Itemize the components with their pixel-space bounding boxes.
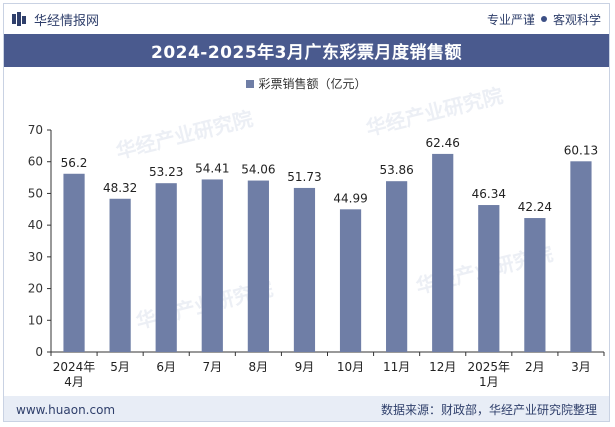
bar-value-label: 51.73 <box>287 170 321 184</box>
website-link[interactable]: www.huaon.com <box>16 402 116 417</box>
y-tick-label: 70 <box>28 123 43 137</box>
data-source: 数据来源：财政部，华经产业研究院整理 <box>380 403 597 417</box>
bar-value-label: 46.34 <box>472 187 506 201</box>
x-tick-label: 2024年 <box>53 360 96 374</box>
bar-value-label: 42.24 <box>518 200 552 214</box>
bar <box>524 218 546 352</box>
logo-icon <box>12 12 26 26</box>
y-tick-label: 10 <box>28 313 43 327</box>
dot-icon <box>540 16 547 22</box>
footer: www.huaon.com 数据来源：财政部，华经产业研究院整理 <box>4 396 609 421</box>
bar-value-label: 53.23 <box>149 165 183 179</box>
legend-swatch <box>246 79 255 88</box>
x-tick-label: 6月 <box>156 360 176 374</box>
x-tick-label: 1月 <box>479 375 499 389</box>
bar <box>570 161 592 352</box>
x-tick-label: 3月 <box>571 360 591 374</box>
bar <box>201 179 223 352</box>
y-tick-label: 40 <box>28 218 43 232</box>
x-tick-label: 5月 <box>110 360 130 374</box>
bar <box>247 180 269 352</box>
x-tick-label: 2月 <box>525 360 545 374</box>
top-bar: 华经情报网 专业严谨 客观科学 <box>4 4 609 34</box>
bar <box>109 198 131 352</box>
x-tick-label: 10月 <box>337 360 364 374</box>
bar-value-label: 44.99 <box>333 191 367 205</box>
bar <box>339 209 362 352</box>
y-tick-label: 50 <box>28 186 43 200</box>
tagline-right: 客观科学 <box>552 12 601 27</box>
tagline: 专业严谨 客观科学 <box>487 11 601 28</box>
bar-value-label: 60.13 <box>564 143 598 157</box>
chart-title: 2024-2025年3月广东彩票月度销售额 <box>150 43 462 63</box>
bar <box>432 153 454 352</box>
bar-value-label: 53.86 <box>379 163 413 177</box>
bar-value-label: 48.32 <box>103 181 137 195</box>
x-tick-label: 2025年 <box>468 360 511 374</box>
y-tick-label: 30 <box>28 250 43 264</box>
bar <box>386 181 408 352</box>
bar <box>63 173 85 352</box>
bar <box>478 205 500 352</box>
brand[interactable]: 华经情报网 <box>12 10 99 29</box>
tagline-left: 专业严谨 <box>486 12 535 27</box>
chart-title-bar: 2024-2025年3月广东彩票月度销售额 <box>4 34 609 67</box>
x-tick-label: 12月 <box>429 360 456 374</box>
y-tick-label: 60 <box>28 155 43 169</box>
x-tick-label: 8月 <box>249 360 269 374</box>
bar-value-label: 56.2 <box>61 156 88 170</box>
bar <box>155 183 177 352</box>
legend: 彩票销售额（亿元） <box>4 75 609 92</box>
bar <box>293 187 316 352</box>
bar-value-label: 62.46 <box>426 136 460 150</box>
chart-frame: 华经情报网 专业严谨 客观科学 2024-2025年3月广东彩票月度销售额 彩票… <box>3 3 610 422</box>
y-tick-label: 0 <box>35 345 43 359</box>
x-tick-label: 9月 <box>295 360 315 374</box>
x-tick-label: 4月 <box>64 375 84 389</box>
x-tick-label: 11月 <box>383 360 410 374</box>
y-tick-label: 20 <box>28 282 43 296</box>
brand-name: 华经情报网 <box>34 13 100 29</box>
legend-label: 彩票销售额（亿元） <box>258 77 367 91</box>
bar-value-label: 54.41 <box>195 161 229 175</box>
x-tick-label: 7月 <box>202 360 222 374</box>
bar-value-label: 54.06 <box>241 163 275 177</box>
